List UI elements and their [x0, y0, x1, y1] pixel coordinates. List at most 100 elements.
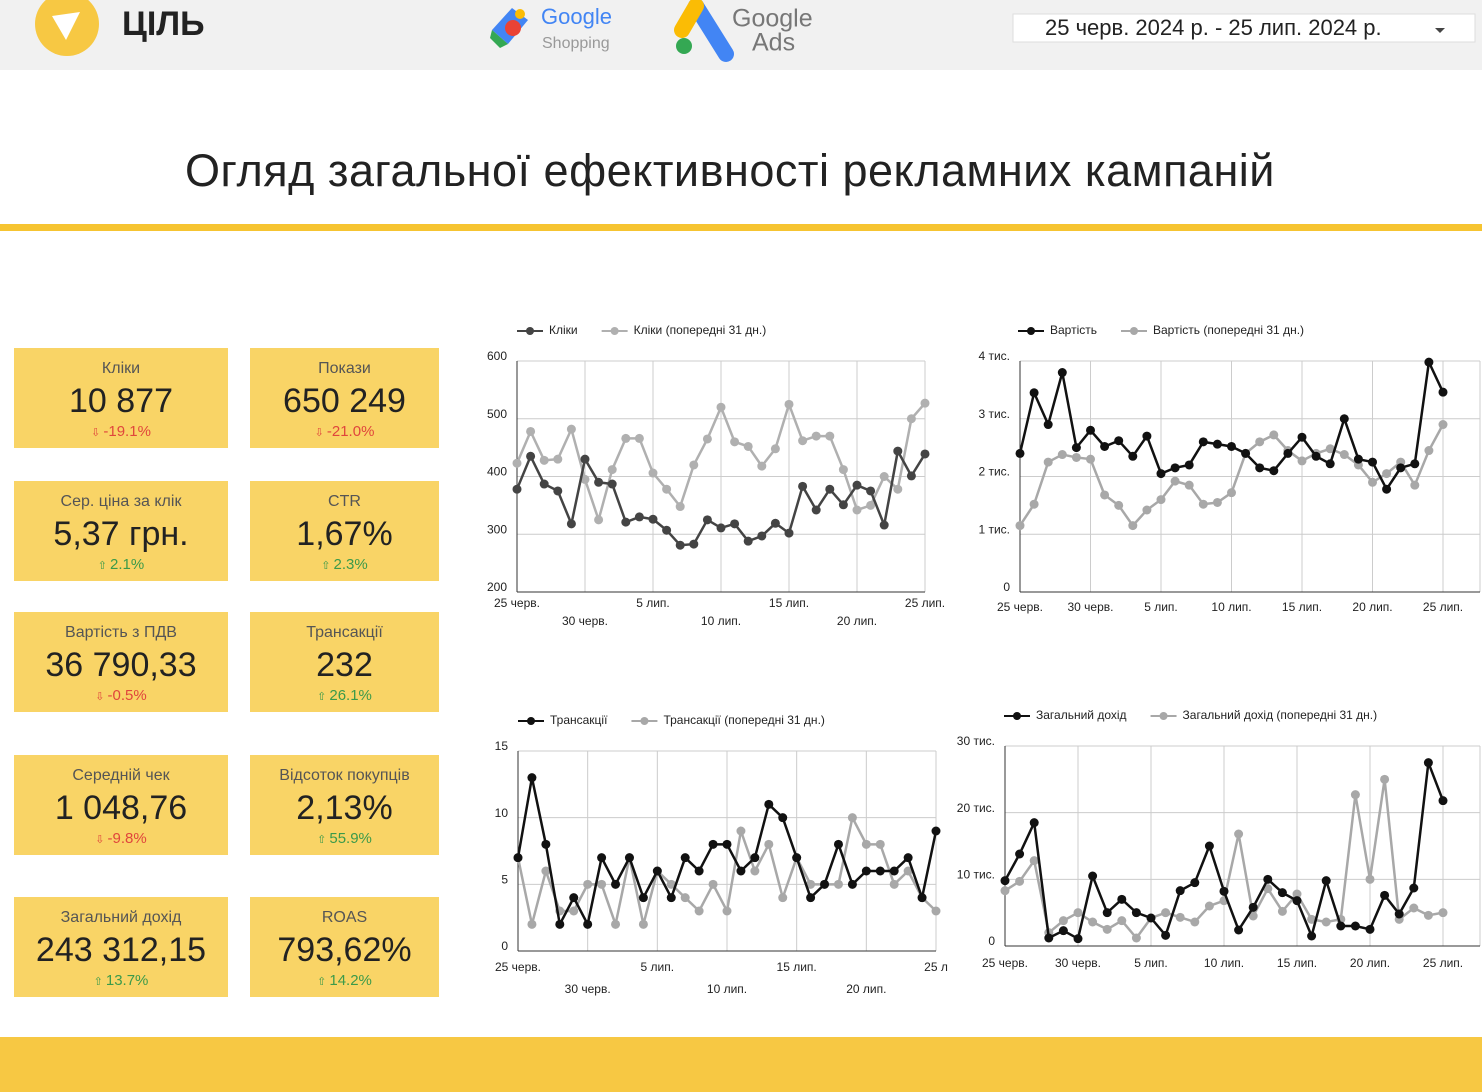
data-point [1015, 448, 1025, 458]
data-point [893, 484, 903, 494]
legend-label: Трансакції (попередні 31 дн.) [663, 713, 824, 727]
data-point [1255, 463, 1265, 473]
data-point [1100, 441, 1110, 451]
kpi-card: Загальний дохід 243 312,15 ⇧ 13.7% [14, 897, 228, 997]
data-point [621, 517, 631, 527]
kpi-card: CTR 1,67% ⇧ 2.3% [250, 481, 439, 581]
x-tick-label: 30 черв. [1055, 956, 1101, 970]
data-point [806, 893, 816, 903]
data-point [1142, 431, 1152, 441]
kpi-value: 1 048,76 [54, 789, 188, 827]
data-point [1410, 459, 1420, 469]
data-point [917, 893, 927, 903]
data-point [1396, 463, 1406, 473]
kpi-card: Вартість з ПДВ 36 790,33 ⇩ -0.5% [14, 612, 228, 712]
data-point [1394, 909, 1404, 919]
x-tick-label: 10 лип. [1204, 956, 1244, 970]
data-point [1283, 448, 1293, 458]
data-point [689, 539, 699, 549]
data-point [1424, 357, 1434, 367]
data-point [764, 839, 774, 849]
change-arrow: ⇩ [95, 834, 108, 846]
data-point [1409, 883, 1419, 893]
x-tick-label: 20 лип. [837, 614, 877, 628]
data-point [1339, 414, 1349, 424]
data-point [1263, 874, 1273, 884]
y-tick-label: 3 тис. [978, 407, 1010, 421]
data-point [662, 484, 672, 494]
data-point [1423, 910, 1433, 920]
change-arrow: ⇩ [314, 427, 327, 439]
change-arrow: ⇧ [317, 976, 330, 988]
data-point [778, 813, 788, 823]
kpi-value: 793,62% [277, 931, 412, 969]
data-point [1382, 469, 1392, 479]
logo-arrow [52, 12, 80, 40]
data-point [811, 431, 821, 441]
data-point [743, 536, 753, 546]
legend-label: Вартість [1050, 323, 1097, 337]
data-point [1350, 790, 1360, 800]
data-point [1339, 450, 1349, 460]
data-point [1117, 916, 1127, 926]
data-point [555, 919, 565, 929]
data-point [662, 525, 672, 535]
data-point [1248, 911, 1258, 921]
data-point [1175, 886, 1185, 896]
kpi-label: Трансакції [306, 624, 383, 641]
data-point [1297, 456, 1307, 466]
kpi-change: ⇧ 26.1% [250, 687, 439, 704]
x-tick-label: 15 лип. [1282, 600, 1322, 614]
y-tick-label: 10 тис. [957, 868, 995, 882]
data-point [1438, 908, 1448, 918]
x-tick-label: 10 лип. [701, 614, 741, 628]
kpi-label: Сер. ціна за клік [60, 493, 182, 510]
data-point [1438, 796, 1448, 806]
data-point [708, 879, 718, 889]
data-point [539, 479, 549, 489]
data-point [1227, 488, 1236, 498]
data-point [1269, 466, 1279, 476]
data-point [539, 455, 549, 465]
change-arrow: ⇧ [93, 976, 106, 988]
date-caret[interactable] [1435, 28, 1445, 33]
kpi-value: 36 790,33 [45, 646, 197, 684]
data-point [730, 437, 740, 447]
data-point [513, 853, 523, 863]
shopping-icon [490, 8, 528, 48]
data-point [648, 468, 658, 478]
x-tick-label: 25 черв. [495, 960, 541, 974]
x-tick-label: 25 лип. [1423, 600, 1463, 614]
data-point [1277, 888, 1287, 898]
data-point [1071, 452, 1081, 462]
data-point [527, 919, 537, 929]
data-point [607, 479, 617, 489]
x-tick-label: 10 лип. [1211, 600, 1251, 614]
data-point [1190, 878, 1200, 888]
data-point [675, 540, 685, 550]
data-point [1058, 926, 1068, 936]
data-point [1029, 818, 1039, 828]
x-tick-label: 25 л [924, 960, 948, 974]
date-range[interactable]: 25 черв. 2024 р. - 25 лип. 2024 р. [1045, 15, 1382, 40]
x-tick-label: 20 лип. [1352, 600, 1392, 614]
legend-label: Кліки (попередні 31 дн.) [634, 323, 767, 337]
kpi-card: Середній чек 1 048,76 ⇩ -9.8% [14, 755, 228, 855]
data-point [634, 433, 644, 443]
data-point [770, 444, 780, 454]
data-point [1161, 908, 1171, 918]
data-point [866, 500, 876, 510]
date-picker[interactable] [1012, 13, 1476, 43]
data-point [736, 866, 746, 876]
x-tick-label: 25 черв. [982, 956, 1028, 970]
kpi-change: ⇩ -21.0% [250, 423, 439, 440]
y-tick-label: 0 [501, 939, 508, 953]
kpi-label: Загальний дохід [60, 909, 182, 926]
change-value: 14.2% [329, 972, 372, 989]
y-tick-label: 20 тис. [957, 801, 995, 815]
data-point [1088, 871, 1098, 881]
data-point [798, 481, 808, 491]
data-point [1100, 490, 1110, 500]
data-point [1142, 505, 1152, 515]
y-tick-label: 200 [487, 580, 507, 594]
